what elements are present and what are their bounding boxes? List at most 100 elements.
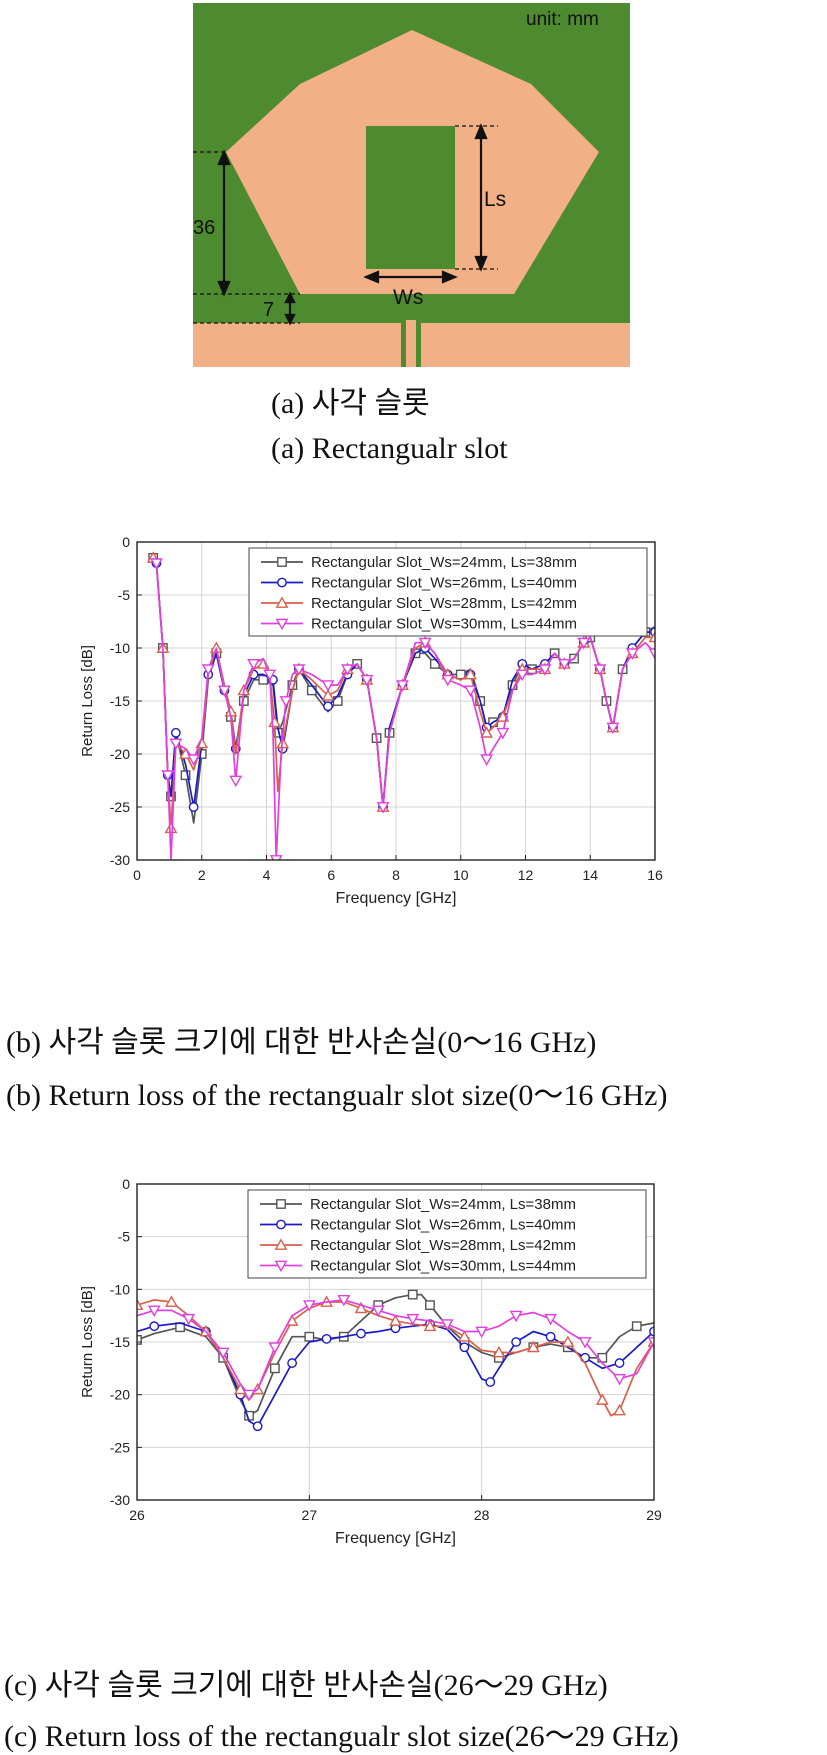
data-point [323,701,333,712]
data-point [557,658,571,671]
data-point [292,664,306,676]
legend-label: Rectangular Slot_Ws=24mm, Ls=38mm [311,554,577,571]
data-point [287,1358,298,1368]
x-tick-label: 14 [582,867,598,883]
caption-a-korean: (a) 사각 슬롯 [271,387,430,420]
data-point [216,1347,230,1360]
series-line [137,1299,654,1396]
data-point [407,1289,418,1300]
data-point [458,1330,471,1342]
y-tick-label: -20 [110,1387,130,1403]
data-point [492,1345,506,1358]
data-point [242,1389,256,1402]
data-point [545,1331,556,1342]
antenna-diagram: unit: mm 36 7 Ls Ws [193,3,630,367]
data-point [595,1393,609,1405]
data-point [464,685,477,698]
data-point [593,664,607,676]
legend: Rectangular Slot_Ws=24mm, Ls=38mm Rectang… [247,1189,647,1279]
x-tick-label: 4 [263,867,271,883]
x-tick-label: 8 [392,867,400,883]
legend-marker [277,577,287,588]
data-point [269,855,283,860]
data-point [455,669,466,680]
y-tick-label: -15 [110,1334,130,1350]
legend-marker [275,618,289,631]
data-point [376,802,390,814]
dim-7-label: 7 [263,299,274,321]
x-tick-label: 27 [302,1507,318,1523]
data-point [578,1337,592,1349]
data-point [577,637,591,650]
data-point [406,1313,420,1326]
legend-box [248,547,648,637]
y-tick-label: -5 [118,1229,131,1245]
x-tick-label: 26 [129,1507,145,1523]
data-point [480,754,494,766]
data-point [459,1342,470,1353]
data-point [137,1334,142,1345]
x-tick-label: 10 [453,867,469,883]
data-point [648,648,655,660]
data-point [337,1294,351,1307]
x-tick-label: 12 [518,867,534,883]
data-point [304,1331,315,1342]
data-point [252,1421,263,1432]
data-point [485,1377,496,1387]
caption-c-korean: (c) 사각 슬롯 크기에 대한 반사손실(26～29 GHz) [4,1669,608,1702]
data-point [418,637,432,650]
legend-marker [276,1219,286,1230]
data-point [425,1300,435,1311]
data-point [187,754,201,766]
y-tick-label: 0 [122,1176,130,1192]
data-point [268,1342,282,1354]
data-point [247,658,260,671]
series-group [146,551,655,860]
legend-label: Rectangular Slot_Ws=26mm, Ls=40mm [311,575,577,592]
data-point [234,1382,247,1395]
legend-label: Rectangular Slot_Ws=24mm, Ls=38mm [310,1196,576,1213]
data-point [149,1321,160,1332]
data-point [321,689,335,701]
y-tick-label: -10 [110,1281,130,1297]
legend-label: Rectangular Slot_Ws=30mm, Ls=44mm [311,616,577,633]
data-point [306,685,317,696]
x-tick-label: 16 [647,867,663,883]
x-tick-label: 2 [198,867,206,883]
dim-ls-label: Ls [484,188,506,211]
y-tick-label: -10 [110,640,130,656]
data-point [201,664,215,676]
data-point [218,685,231,698]
x-axis-label: Frequency [GHz] [336,890,457,907]
return-loss-chart-26-29ghz: 26 27 28 29 0 -5 -10 -15 -20 -25 -30 Frequency [GHz… [80,1176,662,1547]
legend-label: Rectangular Slot_Ws=28mm, Ls=42mm [311,595,577,612]
legend-label: Rectangular Slot_Ws=28mm, Ls=42mm [310,1237,576,1254]
y-axis-label: Return Loss [dB] [80,1286,96,1398]
data-point [423,1319,437,1332]
y-tick-label: -20 [110,746,130,762]
caption-c-english: (c) Return loss of the rectangualr slot … [4,1720,679,1753]
data-point [613,1373,626,1386]
data-point [161,770,175,782]
data-point [515,669,529,682]
data-point [648,630,655,643]
data-point [279,696,293,708]
data-point [258,674,269,685]
legend-marker [274,1260,288,1273]
data-point [164,821,178,834]
caption-b-english: (b) Return loss of the rectangualr slot … [6,1079,668,1112]
data-point [180,770,191,781]
data-point [356,1328,366,1339]
x-tick-label: 28 [474,1507,490,1523]
data-point [371,1305,385,1318]
data-point [169,738,183,751]
y-tick-label: -30 [110,1492,130,1508]
data-point [561,1335,575,1347]
x-tick-label: 29 [646,1507,662,1523]
data-point [182,1313,196,1326]
data-point [509,1310,523,1323]
data-point [341,664,354,676]
data-point [511,1337,522,1347]
legend-label: Rectangular Slot_Ws=26mm, Ls=40mm [310,1217,576,1234]
data-point [625,648,639,660]
